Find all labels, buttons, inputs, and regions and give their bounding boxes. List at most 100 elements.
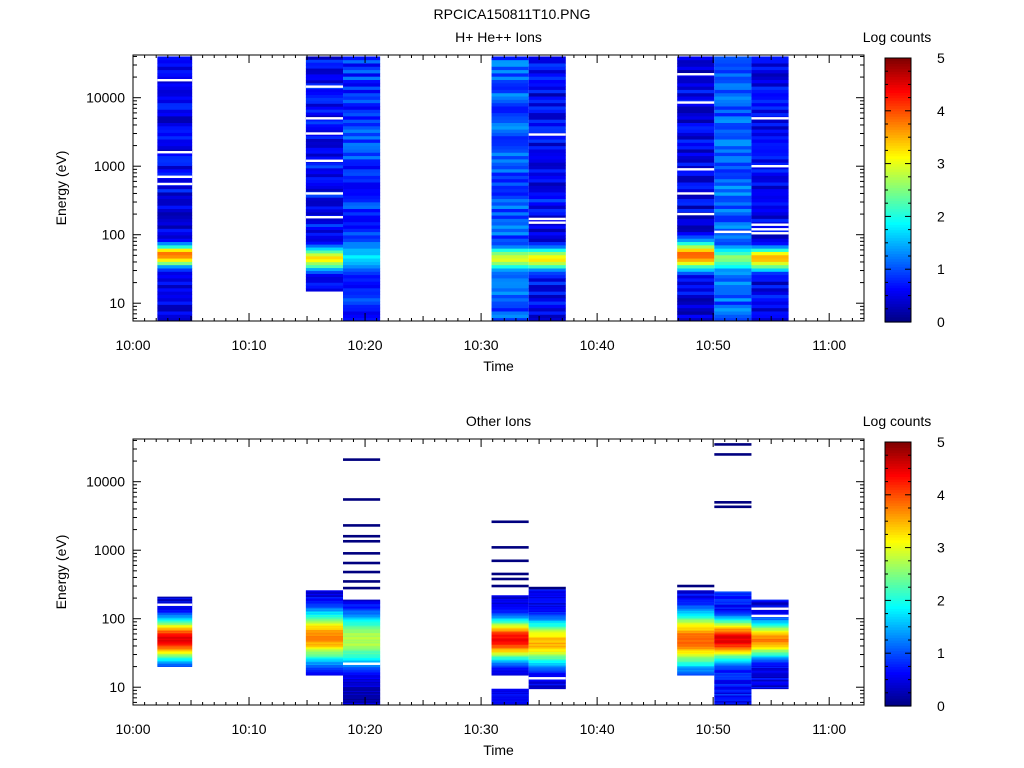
spectrogram-cell [714, 152, 752, 157]
spectrogram-cell [528, 652, 566, 655]
spectrogram-cell [157, 129, 193, 133]
spectrogram-cell [528, 667, 566, 670]
spectrogram-cell [528, 145, 566, 150]
spectrogram-cell [343, 614, 381, 616]
spectrogram-cell [528, 211, 566, 216]
spectrogram-cell [714, 168, 752, 173]
spectrogram-cell [677, 657, 715, 659]
spectrogram-cell [491, 632, 529, 634]
spectrogram-cell [751, 633, 789, 635]
spectrogram-cell [751, 106, 789, 110]
spectrogram-cell [714, 638, 752, 641]
spectrogram-cell [714, 221, 752, 226]
colorbar-segment [885, 684, 911, 689]
spectrogram-cell [677, 621, 715, 623]
colorbar-segment [885, 94, 911, 99]
plot-frame [132, 438, 865, 706]
colorbar-segment [885, 500, 911, 504]
spectrogram-cell [714, 228, 752, 233]
spectrogram-cell [491, 205, 529, 209]
spectrogram-cell [677, 660, 715, 662]
spectrogram-cell [305, 608, 344, 610]
spectrogram-cell [528, 645, 566, 647]
spectrogram-cell [528, 622, 566, 625]
spectrogram-cell [714, 656, 752, 659]
spectrogram-cell [305, 164, 344, 169]
spectrogram-cell [528, 248, 566, 252]
spectrogram-cell [714, 284, 752, 289]
spectrogram-cell [305, 631, 344, 634]
colorbar-segment [885, 102, 911, 107]
spectrogram-cell [157, 79, 193, 84]
spectrogram-cell [528, 251, 566, 256]
spectrogram-cell [305, 591, 344, 593]
spectrogram-cell [491, 620, 529, 622]
spectrogram-cell [343, 261, 381, 266]
spectrogram-cell [714, 611, 752, 614]
spectrogram-cell [714, 668, 752, 670]
colorbar-segment [885, 603, 911, 607]
spectrogram-cell [343, 686, 381, 689]
spectrogram-cell [343, 221, 381, 226]
spectrogram-gap [677, 101, 715, 104]
spectrogram-cell [157, 657, 193, 660]
spectrogram-cell [157, 82, 193, 87]
spectrogram-cell [751, 59, 789, 64]
spectrogram-cell [157, 649, 193, 652]
spectrogram-cell [751, 645, 789, 647]
spectrogram-cell [157, 145, 193, 150]
colorbar-segment [885, 269, 911, 273]
spectrogram-cell [343, 198, 381, 203]
spectrogram-cell [491, 132, 529, 137]
spectrogram-cell [157, 99, 193, 104]
spectrogram-cell [343, 607, 381, 610]
spectrogram-cell [714, 69, 752, 74]
spectrogram-cell [528, 642, 566, 645]
spectrogram-cell [491, 598, 529, 600]
spectrogram-cell [751, 676, 789, 678]
colorbar-segment [885, 571, 911, 575]
spectrogram-cell [528, 125, 566, 130]
spectrogram-cell [491, 664, 529, 666]
spectrogram-cell [751, 639, 789, 642]
spectrogram-cell [491, 656, 529, 658]
spectrogram-cell [305, 76, 344, 81]
spectrogram-cell [491, 119, 529, 123]
colorbar-segment [885, 687, 911, 691]
spectrogram-cell [305, 648, 344, 651]
colorbar-segment [885, 153, 911, 157]
spectrogram-cell [677, 284, 715, 289]
spectrogram-cell [751, 651, 789, 654]
colorbar-segment [885, 452, 911, 456]
spectrogram-cell [157, 251, 193, 256]
colorbar-segment [885, 292, 911, 297]
spectrogram-cell [491, 139, 529, 143]
spectrogram-cell [491, 301, 529, 305]
spectrogram-cell [677, 614, 715, 617]
spectrogram-cell [677, 152, 715, 157]
spectrogram-cell [677, 658, 715, 660]
spectrogram-cell [491, 653, 529, 655]
spectrogram-cell [751, 626, 789, 628]
spectrogram-cell [751, 185, 789, 190]
spectrogram-cell [491, 149, 529, 153]
spectrogram-cell [343, 201, 381, 206]
spectrogram-cell [157, 628, 193, 630]
spectrogram-cell [491, 135, 529, 140]
spectrogram-cell [677, 268, 715, 272]
spectrogram-cell [343, 238, 381, 243]
spectrogram-cell [343, 645, 381, 648]
spectrogram-gap [751, 223, 789, 226]
spectrogram-cell [305, 652, 344, 655]
spectrogram-cell [714, 663, 752, 666]
spectrogram-cell [528, 76, 566, 80]
spectrogram-cell [491, 264, 529, 269]
spectrogram-cell [714, 641, 752, 643]
y-tick-label: 100 [102, 227, 126, 243]
spectrogram-cell [528, 198, 566, 203]
spectrogram-cell [305, 633, 344, 636]
spectrogram-cell [714, 695, 752, 697]
